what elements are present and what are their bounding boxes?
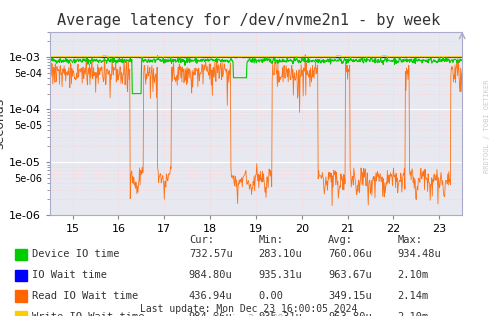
Text: Munin 2.0.69: Munin 2.0.69 (213, 313, 284, 316)
Device IO time (287, 58, 293, 62)
Read IO Wait time (361, 167, 367, 170)
Read IO Wait time (72, 76, 78, 80)
Write IO Wait time (403, 55, 409, 58)
Line: Device IO time: Device IO time (50, 56, 462, 94)
IO Wait time (286, 56, 292, 59)
Text: 0.00: 0.00 (258, 291, 283, 301)
Write IO Wait time (459, 55, 465, 59)
Text: Avg:: Avg: (328, 235, 353, 246)
Write IO Wait time (361, 55, 367, 59)
Text: Write IO Wait time: Write IO Wait time (32, 312, 145, 316)
Write IO Wait time (72, 55, 78, 58)
Device IO time (155, 54, 161, 58)
Device IO time (311, 59, 317, 63)
Bar (15, 311, 27, 316)
Text: Max:: Max: (398, 235, 422, 246)
IO Wait time (459, 56, 465, 59)
Bar (15, 290, 27, 302)
IO Wait time (47, 55, 53, 59)
IO Wait time (384, 55, 390, 59)
Text: 283.10u: 283.10u (258, 249, 302, 259)
Text: 436.94u: 436.94u (189, 291, 233, 301)
Write IO Wait time (265, 55, 271, 59)
Text: Last update: Mon Dec 23 16:00:05 2024: Last update: Mon Dec 23 16:00:05 2024 (140, 304, 357, 314)
IO Wait time (455, 56, 461, 60)
Text: 984.86u: 984.86u (189, 312, 233, 316)
Text: 935.31u: 935.31u (258, 270, 302, 280)
Text: IO Wait time: IO Wait time (32, 270, 107, 280)
Text: 984.80u: 984.80u (189, 270, 233, 280)
Write IO Wait time (100, 54, 106, 58)
Read IO Wait time (286, 68, 292, 72)
IO Wait time (310, 56, 316, 59)
Read IO Wait time (310, 75, 316, 78)
Bar (15, 270, 27, 281)
Read IO Wait time (329, 204, 335, 208)
Write IO Wait time (311, 55, 317, 59)
Device IO time (72, 61, 78, 65)
Text: 963.67u: 963.67u (328, 270, 372, 280)
Bar (15, 249, 27, 260)
IO Wait time (72, 56, 78, 59)
Line: Write IO Wait time: Write IO Wait time (50, 56, 462, 57)
IO Wait time (297, 56, 303, 59)
Read IO Wait time (302, 53, 308, 57)
Text: 963.80u: 963.80u (328, 312, 372, 316)
Device IO time (129, 92, 135, 95)
Device IO time (47, 58, 53, 62)
Line: IO Wait time: IO Wait time (50, 57, 462, 58)
Text: 2.10m: 2.10m (398, 270, 429, 280)
Text: 2.14m: 2.14m (398, 291, 429, 301)
Text: Min:: Min: (258, 235, 283, 246)
Text: 349.15u: 349.15u (328, 291, 372, 301)
Text: 2.10m: 2.10m (398, 312, 429, 316)
Text: 934.48u: 934.48u (398, 249, 441, 259)
Text: Device IO time: Device IO time (32, 249, 120, 259)
IO Wait time (360, 56, 366, 59)
Write IO Wait time (287, 55, 293, 59)
Write IO Wait time (298, 55, 304, 59)
Device IO time (298, 60, 304, 64)
Read IO Wait time (297, 75, 303, 78)
Write IO Wait time (47, 55, 53, 59)
Text: Cur:: Cur: (189, 235, 214, 246)
Device IO time (403, 59, 409, 63)
Text: RRDTOOL / TOBI OETIKER: RRDTOOL / TOBI OETIKER (484, 80, 490, 173)
Read IO Wait time (47, 76, 53, 80)
Text: 760.06u: 760.06u (328, 249, 372, 259)
Line: Read IO Wait time: Read IO Wait time (50, 55, 462, 206)
Text: 935.31u: 935.31u (258, 312, 302, 316)
Device IO time (459, 58, 465, 62)
Device IO time (361, 61, 367, 65)
Text: Average latency for /dev/nvme2n1 - by week: Average latency for /dev/nvme2n1 - by we… (57, 13, 440, 27)
Text: 732.57u: 732.57u (189, 249, 233, 259)
Y-axis label: seconds: seconds (0, 98, 6, 149)
Read IO Wait time (459, 68, 465, 72)
IO Wait time (403, 55, 409, 59)
Read IO Wait time (403, 89, 409, 93)
Text: Read IO Wait time: Read IO Wait time (32, 291, 139, 301)
